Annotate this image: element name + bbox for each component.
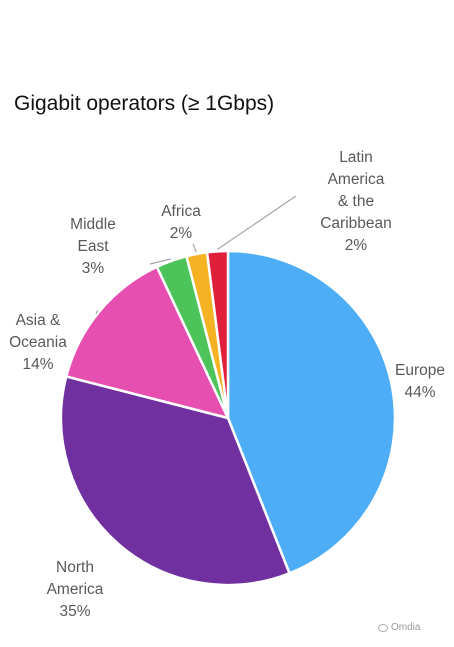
leader-line-latin-america-the-caribbean — [217, 195, 297, 250]
leader-line-middle-east — [149, 258, 171, 265]
slice-label-line: Asia & — [16, 312, 61, 329]
pie-slices — [59, 249, 397, 587]
slice-labels: Europe 44% North America 35% Asia & Oceania 14%… — [9, 149, 445, 620]
slice-label-line: 35% — [59, 603, 90, 620]
slice-label-line: 2% — [170, 225, 193, 242]
slice-label-line: Latin — [339, 149, 373, 166]
pie-slice-europe — [226, 249, 397, 575]
slice-label-line: North — [56, 559, 94, 576]
slice-label-line: 44% — [404, 384, 435, 401]
leader-lines — [95, 195, 297, 315]
slice-label-line: 14% — [22, 356, 53, 373]
chart-title: Gigabit operators (≥ 1Gbps) — [14, 92, 275, 115]
slice-label-africa: Africa 2% — [161, 203, 201, 242]
slice-label-line: & the — [338, 193, 374, 210]
slice-label-line: East — [77, 238, 109, 255]
pie-slice-latin-america-the-caribbean — [205, 249, 230, 420]
watermark-text: Omdia — [391, 622, 421, 633]
pie-slice-north-america — [59, 375, 291, 587]
slice-label-line: Africa — [161, 203, 201, 220]
slice-label-line: America — [47, 581, 104, 598]
slice-label-asia-oceania: Asia & Oceania 14% — [9, 312, 67, 373]
slice-label-europe: Europe 44% — [395, 362, 445, 401]
slice-label-north-america: North America 35% — [47, 559, 104, 620]
leader-line-africa — [192, 243, 197, 253]
watermark: Omdia — [378, 622, 420, 633]
slice-label-line: America — [328, 171, 385, 188]
slice-label-latin-america-the-caribbean: Latin America & the Caribbean 2% — [320, 149, 392, 254]
slice-label-line: Europe — [395, 362, 445, 379]
slice-label-line: 2% — [345, 237, 368, 254]
slice-label-line: 3% — [82, 260, 105, 277]
slice-label-middle-east: Middle East 3% — [70, 216, 116, 277]
slice-label-line: Oceania — [9, 334, 67, 351]
leader-line-asia-oceania — [95, 310, 99, 315]
slice-label-line: Middle — [70, 216, 116, 233]
pie-slice-asia-oceania — [65, 265, 230, 420]
slice-label-line: Caribbean — [320, 215, 392, 232]
chat-bubble-icon — [378, 623, 388, 632]
